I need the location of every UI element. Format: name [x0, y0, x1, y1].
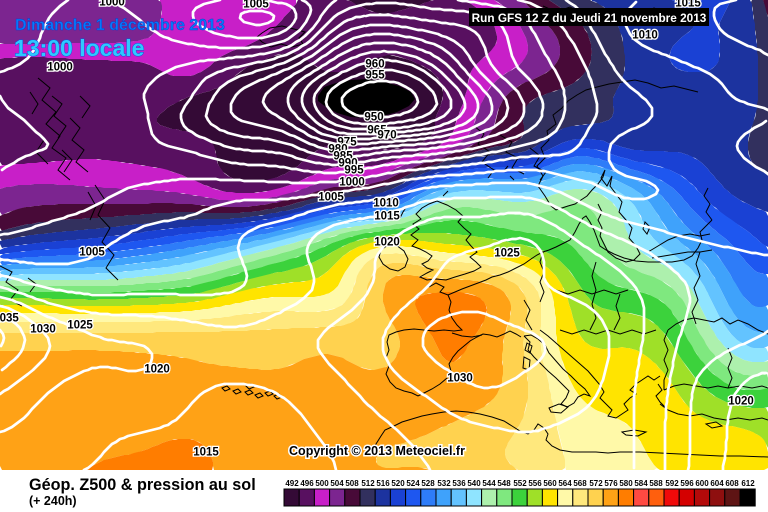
svg-text:1005: 1005 [79, 247, 105, 259]
svg-text:576: 576 [604, 479, 618, 488]
svg-text:970: 970 [377, 130, 396, 142]
svg-text:950: 950 [364, 112, 383, 124]
svg-text:1035: 1035 [0, 313, 19, 325]
svg-text:1005: 1005 [243, 0, 269, 11]
svg-text:1000: 1000 [99, 0, 125, 9]
svg-text:Dimanche 1 décembre 2013: Dimanche 1 décembre 2013 [15, 17, 225, 34]
svg-text:1005: 1005 [318, 192, 344, 204]
svg-text:1010: 1010 [373, 198, 399, 210]
svg-text:492: 492 [285, 479, 299, 488]
svg-text:532: 532 [437, 479, 451, 488]
svg-text:1020: 1020 [374, 237, 400, 249]
svg-text:1000: 1000 [47, 62, 73, 74]
svg-text:1020: 1020 [144, 364, 170, 376]
svg-text:965: 965 [367, 125, 387, 137]
svg-text:1030: 1030 [30, 324, 56, 336]
svg-text:496: 496 [300, 479, 314, 488]
svg-text:544: 544 [482, 479, 496, 488]
svg-text:536: 536 [452, 479, 466, 488]
svg-text:1015: 1015 [193, 447, 219, 459]
svg-text:995: 995 [344, 165, 364, 177]
svg-text:592: 592 [665, 479, 679, 488]
svg-text:(+ 240h): (+ 240h) [29, 494, 77, 508]
svg-text:548: 548 [497, 479, 511, 488]
svg-text:556: 556 [528, 479, 542, 488]
svg-text:1025: 1025 [67, 320, 93, 332]
svg-text:13:00 locale: 13:00 locale [14, 35, 144, 61]
svg-text:588: 588 [649, 479, 663, 488]
svg-text:572: 572 [589, 479, 603, 488]
svg-text:560: 560 [543, 479, 557, 488]
svg-text:1000: 1000 [339, 177, 365, 189]
svg-text:Run GFS 12 Z du Jeudi 21 novem: Run GFS 12 Z du Jeudi 21 novembre 2013 [472, 11, 707, 25]
svg-text:985: 985 [333, 151, 353, 163]
svg-text:584: 584 [634, 479, 648, 488]
svg-text:580: 580 [619, 479, 633, 488]
svg-text:1015: 1015 [374, 211, 400, 223]
svg-text:504: 504 [330, 479, 344, 488]
svg-text:Géop. Z500 & pression au sol: Géop. Z500 & pression au sol [29, 476, 256, 494]
svg-text:600: 600 [695, 479, 709, 488]
svg-text:1020: 1020 [728, 396, 754, 408]
svg-text:512: 512 [361, 479, 375, 488]
svg-text:612: 612 [741, 479, 755, 488]
svg-text:975: 975 [337, 137, 357, 149]
svg-text:Copyright © 2013 Meteociel.fr: Copyright © 2013 Meteociel.fr [289, 444, 465, 458]
svg-text:552: 552 [513, 479, 527, 488]
svg-text:596: 596 [680, 479, 694, 488]
svg-text:990: 990 [338, 158, 357, 170]
svg-text:500: 500 [315, 479, 329, 488]
svg-text:1030: 1030 [447, 373, 473, 385]
svg-text:1025: 1025 [494, 248, 520, 260]
svg-text:508: 508 [345, 479, 359, 488]
svg-text:524: 524 [406, 479, 420, 488]
svg-text:564: 564 [558, 479, 572, 488]
svg-text:955: 955 [365, 70, 385, 82]
svg-text:980: 980 [328, 144, 347, 156]
svg-text:520: 520 [391, 479, 405, 488]
svg-text:540: 540 [467, 479, 481, 488]
svg-text:1010: 1010 [632, 30, 658, 42]
svg-text:568: 568 [573, 479, 587, 488]
svg-text:528: 528 [421, 479, 435, 488]
svg-text:516: 516 [376, 479, 390, 488]
svg-text:960: 960 [365, 59, 384, 71]
svg-text:1015: 1015 [675, 0, 701, 10]
svg-text:608: 608 [725, 479, 739, 488]
svg-text:604: 604 [710, 479, 724, 488]
